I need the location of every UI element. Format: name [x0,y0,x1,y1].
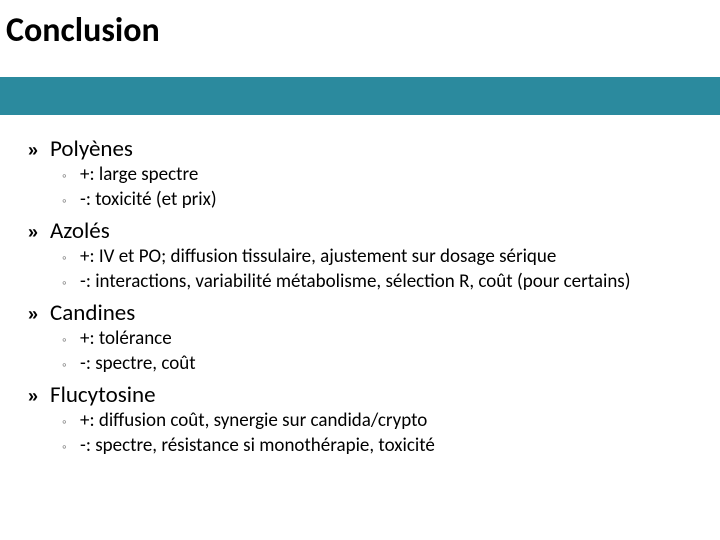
main-bullet-icon: » [28,137,50,163]
item-heading: Flucytosine [50,381,156,409]
sub-item-text: -: toxicité (et prix) [80,188,217,211]
item-heading: Polyènes [50,135,133,163]
sub-item: ◦-: spectre, coût [62,352,700,377]
sub-bullet-icon: ◦ [62,355,80,377]
list-item: »Azolés [28,217,700,245]
main-bullet-icon: » [28,383,50,409]
main-bullet-icon: » [28,301,50,327]
sub-item: ◦-: spectre, résistance si monothérapie,… [62,434,700,459]
main-bullet-icon: » [28,219,50,245]
sub-bullet-icon: ◦ [62,412,80,434]
sub-item: ◦+: IV et PO; diffusion tissulaire, ajus… [62,245,700,270]
sub-bullet-icon: ◦ [62,273,80,295]
list-item: »Candines [28,299,700,327]
list-item: »Polyènes [28,135,700,163]
sub-bullet-icon: ◦ [62,248,80,270]
item-heading: Azolés [50,217,110,245]
sub-item-text: +: large spectre [80,163,198,186]
sub-item-text: +: tolérance [80,327,172,350]
title-band: Conclusion [0,0,720,77]
sub-item-text: -: spectre, coût [80,352,196,375]
content-area: »Polyènes◦+: large spectre◦-: toxicité (… [0,115,720,459]
slide-title: Conclusion [6,10,720,51]
sub-bullet-icon: ◦ [62,166,80,188]
sub-bullet-icon: ◦ [62,191,80,213]
sub-item-text: +: IV et PO; diffusion tissulaire, ajust… [80,245,556,268]
sub-item: ◦-: interactions, variabilité métabolism… [62,270,700,295]
sub-bullet-icon: ◦ [62,330,80,352]
sub-item-text: +: diffusion coût, synergie sur candida/… [80,409,427,432]
sub-item: ◦+: tolérance [62,327,700,352]
item-heading: Candines [50,299,135,327]
sub-item-text: -: interactions, variabilité métabolisme… [80,270,631,293]
list-item: »Flucytosine [28,381,700,409]
sub-item: ◦+: diffusion coût, synergie sur candida… [62,409,700,434]
sub-item-text: -: spectre, résistance si monothérapie, … [80,434,435,457]
band-separator [0,77,720,115]
sub-bullet-icon: ◦ [62,437,80,459]
sub-item: ◦+: large spectre [62,163,700,188]
sub-item: ◦-: toxicité (et prix) [62,188,700,213]
